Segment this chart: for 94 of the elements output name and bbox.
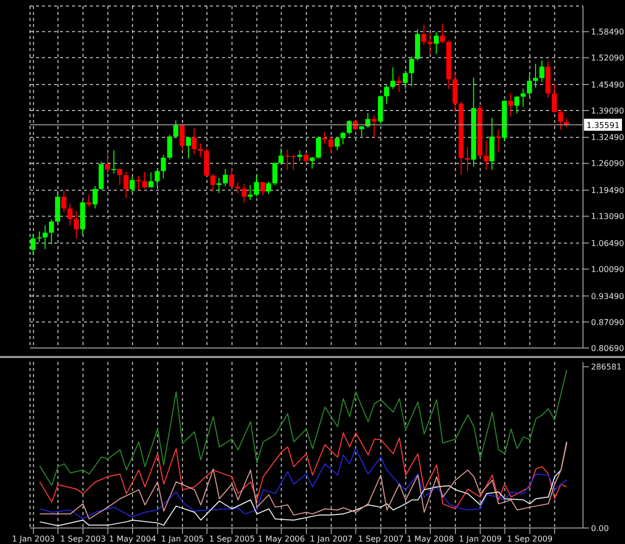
candlestick	[552, 82, 557, 114]
x-tick-label: 1 Jan 2009	[458, 534, 502, 544]
candlestick	[142, 171, 148, 190]
candlestick	[92, 186, 98, 209]
candlestick	[48, 218, 54, 245]
candlestick	[148, 172, 154, 188]
y-tick-label: 0.93490	[591, 292, 624, 301]
y-tick-label: 1.19490	[591, 186, 624, 196]
candlestick	[508, 92, 514, 118]
candlestick	[222, 168, 228, 187]
candlestick	[160, 154, 166, 179]
candlestick	[328, 136, 334, 154]
candlestick	[427, 32, 432, 55]
candlestick	[30, 233, 36, 256]
candlestick	[396, 76, 402, 92]
candlestick	[372, 114, 377, 138]
y-tick-label: 286581	[591, 362, 622, 372]
candlestick	[316, 136, 321, 159]
candlestick	[86, 194, 92, 207]
candlestick	[235, 182, 240, 194]
x-tick-label: 1 Jan 2003	[12, 534, 55, 544]
ref-line-label: 1.35591	[586, 120, 620, 130]
candlestick	[340, 132, 346, 145]
x-tick-label: 1 May 2008	[406, 534, 454, 544]
candlestick	[297, 150, 302, 162]
y-tick-label: 0.87090	[591, 318, 624, 327]
candlestick	[260, 182, 266, 196]
candlestick	[248, 184, 253, 200]
x-tick-label: 1 Sep 2005	[209, 534, 255, 544]
y-tick-label: 1.32490	[591, 133, 624, 142]
candlestick	[434, 32, 439, 54]
x-tick-label: 1 Sep 2003	[60, 534, 106, 544]
y-tick-label: 1.06490	[591, 238, 624, 248]
candlestick	[278, 148, 284, 165]
candlestick	[229, 167, 234, 190]
candlestick	[216, 177, 222, 194]
candlestick	[210, 174, 216, 192]
candlestick	[514, 96, 520, 114]
y-tick-label: 1.58490	[591, 27, 624, 36]
candlestick	[402, 70, 408, 90]
candlestick	[167, 134, 172, 160]
candlestick	[322, 132, 328, 144]
candlestick	[440, 23, 445, 44]
candlestick	[520, 88, 526, 108]
candlestick	[74, 210, 79, 239]
y-tick-label: 1.13090	[591, 212, 624, 222]
candlestick	[154, 170, 160, 187]
x-tick-label: 1 May 2004	[108, 534, 156, 544]
candlestick	[68, 203, 73, 226]
candlestick	[254, 174, 260, 197]
y-tick-label: 1.26090	[591, 159, 624, 168]
candlestick	[484, 140, 489, 170]
candlestick	[242, 184, 247, 204]
candlestick	[539, 60, 544, 83]
candlestick	[180, 124, 185, 151]
candlestick	[130, 176, 135, 193]
candlestick	[42, 225, 48, 250]
line-series	[39, 369, 568, 486]
candlestick	[533, 63, 538, 88]
candlestick	[272, 162, 278, 186]
candlestick	[186, 136, 191, 159]
candlestick	[304, 152, 309, 164]
candlestick	[421, 24, 426, 46]
y-tick-label: 1.00090	[591, 264, 624, 274]
candlestick	[310, 156, 315, 170]
candlestick	[124, 171, 129, 198]
x-tick-label: 1 Sep 2007	[358, 534, 404, 544]
candlestick	[526, 74, 532, 97]
candlestick	[390, 66, 396, 90]
candlestick	[384, 84, 390, 104]
x-tick-label: 1 May 2006	[258, 534, 305, 544]
x-tick-label: 1 Jan 2007	[310, 534, 353, 544]
y-tick-label: 0.80690	[591, 344, 624, 353]
y-tick-label: 1.45490	[591, 80, 624, 90]
x-tick-label: 1 Jan 2005	[161, 534, 204, 544]
candlestick	[117, 168, 122, 186]
candlestick	[192, 127, 197, 155]
candlestick	[346, 119, 352, 135]
y-tick-label: 1.52090	[591, 54, 624, 63]
y-tick-label: 0.00	[591, 524, 609, 533]
candlestick	[198, 142, 203, 158]
candlestick	[36, 230, 42, 242]
candlestick	[266, 181, 272, 194]
y-tick-label: 1.39090	[591, 106, 624, 116]
line-series	[39, 432, 568, 510]
candlestick	[409, 56, 414, 88]
candlestick	[111, 150, 116, 174]
candlestick	[464, 146, 470, 172]
candlestick	[61, 190, 66, 213]
candlestick	[334, 137, 340, 151]
candlestick	[558, 109, 564, 130]
candlestick	[105, 151, 110, 174]
x-tick-label: 1 Sep 2009	[506, 534, 553, 544]
candlestick	[173, 120, 178, 138]
